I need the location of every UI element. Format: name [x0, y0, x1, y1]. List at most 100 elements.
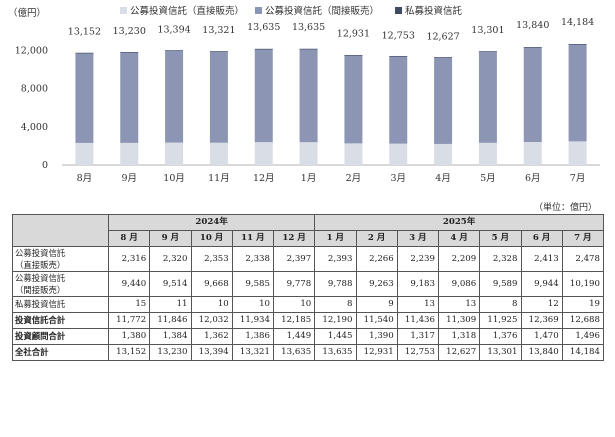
cell-2-1: 11: [149, 296, 192, 313]
cell-0-9: 2,328: [479, 246, 522, 272]
total-label-10: 13,840: [516, 20, 549, 31]
cell-2-6: 9: [355, 296, 398, 313]
x-tick-label-11: 7月: [570, 173, 586, 184]
bar-5-series-0: [299, 142, 318, 165]
year-header-row: 2024年 2025年: [12, 214, 604, 247]
cell-2-7: 13: [396, 296, 440, 313]
row-label-4: 投資顧問合計: [12, 328, 109, 345]
x-tick-label-10: 6月: [525, 173, 541, 184]
cell-2-0: 15: [107, 296, 151, 313]
cell-1-2: 9,668: [190, 271, 233, 297]
cell-1-9: 9,589: [479, 271, 522, 297]
cell-3-2: 12,032: [190, 312, 233, 329]
table-row-0-a: 公募投資信託 2,316 2,320 2,353 2,338 2,397 2,393 2,26…: [12, 246, 605, 272]
bar-11-series-1: [568, 44, 587, 142]
row-sublabel-0: （直接販売）: [12, 259, 109, 272]
cell-0-5: 2,393: [314, 246, 357, 272]
cell-1-5: 9,788: [314, 271, 357, 297]
x-tick-label-2: 10月: [163, 173, 185, 184]
year-header-2025: 2025年: [314, 214, 604, 231]
cell-0-7: 2,239: [396, 246, 440, 272]
bar-9-series-0: [478, 142, 497, 165]
cell-5-0: 13,152: [107, 344, 151, 361]
month-header-11: 7 月: [561, 230, 605, 247]
bar-2-series-2: [165, 50, 184, 51]
total-label-5: 13,635: [292, 22, 325, 33]
table-row-1-a: 公募投資信託 9,440 9,514 9,668 9,585 9,778 9,788 9,26…: [12, 271, 605, 297]
legend-label-0: 公募投資信託（直接販売）: [130, 5, 244, 17]
cell-0-11: 2,478: [561, 246, 605, 272]
month-header-10: 6 月: [520, 230, 563, 247]
cell-3-4: 12,185: [272, 312, 316, 329]
cell-1-3: 9,585: [231, 271, 275, 297]
cell-1-8: 9,086: [437, 271, 481, 297]
cell-1-10: 9,944: [520, 271, 563, 297]
cell-2-5: 8: [314, 296, 357, 313]
table-body: 公募投資信託 2,316 2,320 2,353 2,338 2,397 2,393 2,26…: [12, 246, 605, 361]
row-sublabel-1: （間接販売）: [12, 284, 109, 297]
bar-8-series-0: [434, 143, 453, 165]
cell-0-1: 2,320: [149, 246, 192, 272]
total-label-2: 13,394: [157, 24, 190, 35]
unit-note: （単位：億円）: [533, 203, 597, 213]
bar-4-series-1: [254, 48, 273, 143]
year-header-2024: 2024年: [107, 214, 316, 231]
total-label-6: 12,931: [337, 29, 370, 40]
cell-1-4: 9,778: [272, 271, 316, 297]
legend: 公募投資信託（直接販売） 公募投資信託（間接販売） 私募投資信託: [120, 5, 463, 17]
bar-4-series-2: [254, 48, 273, 50]
cell-0-8: 2,209: [437, 246, 481, 272]
cell-1-1: 9,514: [149, 271, 192, 297]
legend-swatch-2: [395, 7, 402, 14]
bar-10-series-1: [523, 47, 542, 142]
bar-3-series-2: [209, 51, 228, 52]
cell-5-2: 13,394: [190, 344, 233, 361]
month-header-2: 10 月: [190, 230, 233, 247]
y-tick-label-1: 4,000: [21, 122, 48, 133]
bar-10-series-2: [523, 47, 542, 48]
cell-3-8: 11,309: [437, 312, 481, 329]
bar-5-series-1: [299, 48, 318, 143]
cell-3-5: 12,190: [314, 312, 357, 329]
total-label-4: 13,635: [247, 22, 280, 33]
row-label-0: 公募投資信託: [12, 246, 109, 259]
cell-3-0: 11,772: [107, 312, 151, 329]
y-axis: 0 4,000 8,000 12,000: [15, 46, 600, 171]
bar-6-series-2: [344, 55, 363, 56]
bar-7-series-0: [389, 143, 408, 165]
x-axis: 8月 9月 10月 11月 12月 1月 2月 3月 4月 5月 6月 7月: [77, 173, 586, 184]
cell-0-3: 2,338: [231, 246, 275, 272]
y-axis-label: （億円）: [8, 7, 46, 19]
row-label-2: 私募投資信託: [12, 296, 109, 313]
row-label-5: 全社合計: [12, 344, 109, 361]
month-header-1: 9 月: [149, 230, 192, 247]
cell-0-0: 2,316: [107, 246, 151, 272]
bar-1-series-0: [120, 142, 139, 165]
cell-3-9: 11,925: [479, 312, 522, 329]
row-label-1: 公募投資信託: [12, 271, 109, 284]
cell-1-11: 10,190: [561, 271, 605, 297]
total-labels: 13,152 13,230 13,394 13,321 13,635 13,635 12,9…: [68, 17, 594, 43]
cell-4-11: 1,496: [561, 328, 605, 345]
bar-8-series-2: [434, 57, 453, 58]
cell-5-11: 14,184: [561, 344, 605, 361]
month-header-4: 12 月: [272, 230, 316, 247]
bar-3-series-0: [209, 142, 228, 165]
month-header-7: 3 月: [396, 230, 440, 247]
x-tick-label-5: 1月: [301, 173, 317, 184]
corner-cell: [12, 214, 109, 247]
bar-6-series-0: [344, 143, 363, 165]
y-tick-label-0: 0: [42, 160, 48, 171]
x-tick-label-3: 11月: [208, 173, 230, 184]
total-label-8: 12,627: [426, 32, 459, 43]
cell-4-4: 1,449: [272, 328, 316, 345]
legend-label-1: 公募投資信託（間接販売）: [265, 5, 379, 17]
cell-2-4: 10: [272, 296, 316, 313]
row-label-3: 投資信託合計: [12, 312, 109, 329]
legend-label-2: 私募投資信託: [405, 5, 463, 17]
x-tick-label-9: 5月: [480, 173, 496, 184]
cell-5-3: 13,321: [231, 344, 275, 361]
bar-10-series-0: [523, 141, 542, 165]
month-header-6: 2 月: [355, 230, 398, 247]
